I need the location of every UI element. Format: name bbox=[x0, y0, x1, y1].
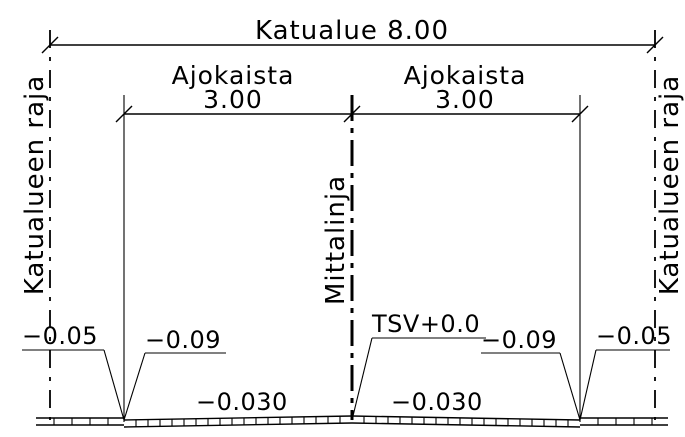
level-outer-left: −0.05 bbox=[22, 322, 98, 350]
level-annotations: −0.05 −0.09 TSV+0.0 −0.09 −0.05 bbox=[22, 310, 672, 421]
lane-right-name: Ajokaista bbox=[404, 61, 527, 90]
boundary-label-left: Katualueen raja bbox=[20, 75, 50, 295]
lane-dimensions: Ajokaista 3.00 Ajokaista 3.00 bbox=[115, 61, 589, 123]
level-center: TSV+0.0 bbox=[371, 310, 480, 338]
level-outer-right: −0.05 bbox=[596, 322, 672, 350]
level-center-leader bbox=[351, 337, 373, 421]
slope-right: −0.030 bbox=[391, 388, 483, 416]
level-edge-left: −0.09 bbox=[145, 326, 221, 354]
boundary-label-right: Katualueen raja bbox=[655, 75, 685, 295]
level-edge-left-leader bbox=[123, 352, 146, 421]
level-edge-right-leader bbox=[559, 352, 581, 421]
centerline-label: Mittalinja bbox=[321, 175, 351, 305]
pavement-hatching bbox=[53, 416, 653, 427]
total-width-dimension: Katualue 8.00 bbox=[41, 16, 664, 54]
pavement-surface bbox=[36, 415, 668, 428]
right-lane-top bbox=[351, 415, 581, 421]
level-outer-right-leader bbox=[579, 349, 597, 421]
lane-left-name: Ajokaista bbox=[172, 61, 295, 90]
total-dimension-label: Katualue 8.00 bbox=[255, 16, 449, 46]
lane-left-width: 3.00 bbox=[203, 85, 263, 114]
right-lane-bottom bbox=[351, 422, 581, 428]
left-lane-top bbox=[123, 415, 353, 421]
lane-right-width: 3.00 bbox=[435, 85, 495, 114]
left-lane-bottom bbox=[123, 422, 353, 428]
level-outer-left-leader bbox=[103, 349, 125, 421]
slope-left: −0.030 bbox=[196, 388, 288, 416]
level-edge-right: −0.09 bbox=[481, 326, 557, 354]
